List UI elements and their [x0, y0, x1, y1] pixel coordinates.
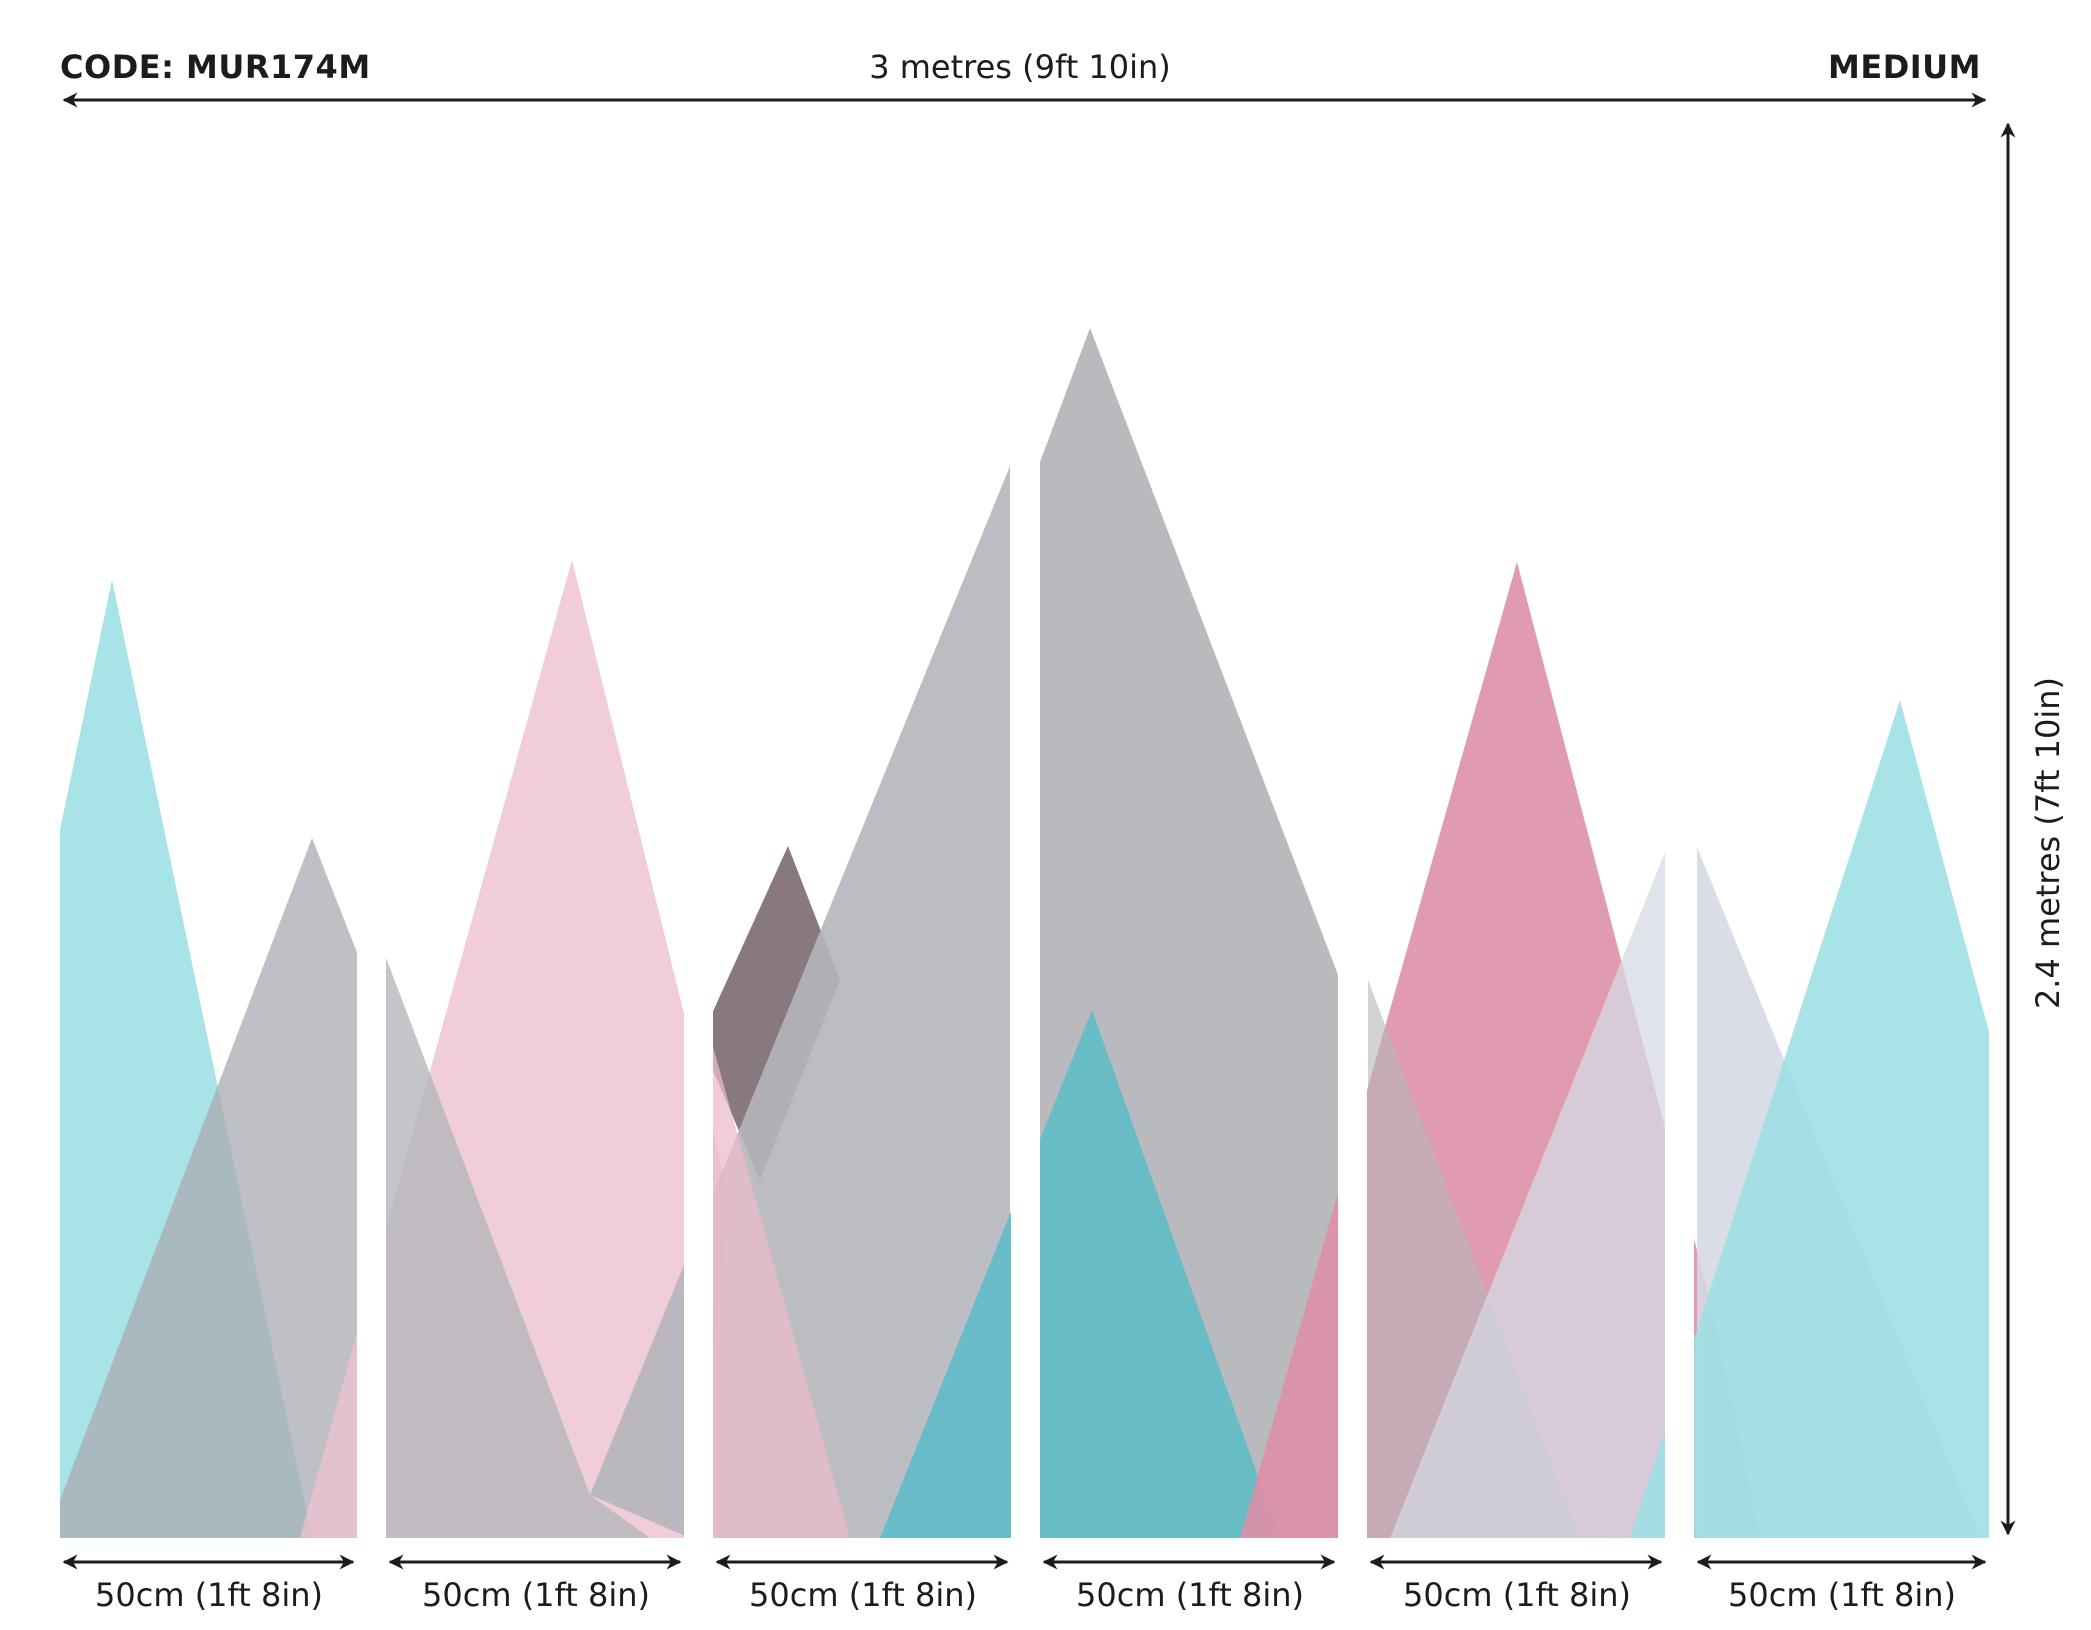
panel-5-width: 50cm (1ft 8in) — [1403, 1576, 1631, 1614]
mountain-pink-mid — [700, 1000, 850, 1538]
panel-4-width: 50cm (1ft 8in) — [1076, 1576, 1304, 1614]
mountain-dark-peak — [700, 846, 840, 1180]
panel-3-width: 50cm (1ft 8in) — [749, 1576, 977, 1614]
size-label: MEDIUM — [1828, 48, 1981, 86]
panel-2-width: 50cm (1ft 8in) — [422, 1576, 650, 1614]
width-dimension: 3 metres (9ft 10in) — [869, 48, 1171, 86]
panel-seams — [357, 140, 1694, 1542]
panel-6-width: 50cm (1ft 8in) — [1728, 1576, 1956, 1614]
mountain-grey-left — [60, 838, 360, 1538]
product-code: CODE: MUR174M — [60, 48, 371, 86]
mountain-lavender-a — [1390, 852, 1665, 1538]
mountain-teal-center — [880, 1010, 1280, 1538]
mountain-shapes — [60, 328, 1989, 1538]
mountain-cyan-right — [1630, 700, 1989, 1538]
panel-1-width: 50cm (1ft 8in) — [95, 1576, 323, 1614]
height-dimension: 2.4 metres (7ft 10in) — [2029, 676, 2067, 1010]
mountain-grey-small — [385, 955, 650, 1538]
